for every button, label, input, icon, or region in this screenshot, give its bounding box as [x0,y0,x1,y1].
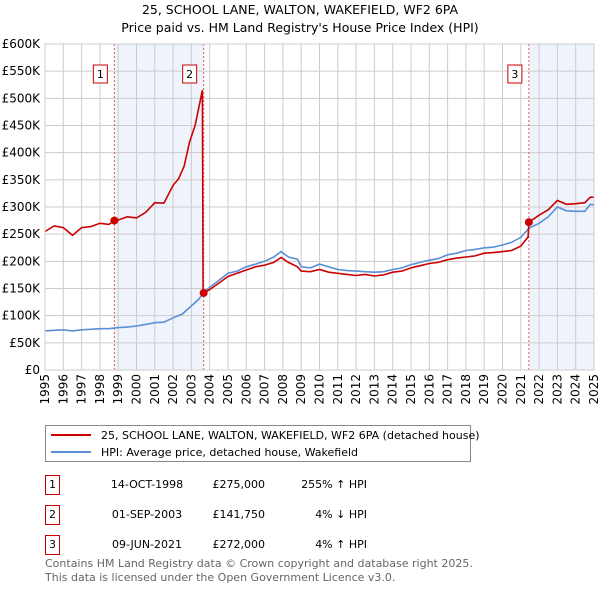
transaction-date: 14-OCT-1998 [110,478,184,491]
transaction-price: £272,000 [212,538,266,551]
y-tick-label: £600K [2,37,42,51]
x-tick-label: 2000 [130,374,144,405]
transaction-hpi-diff: 4% ↑ HPI [315,538,367,551]
legend-swatch-blue [51,451,91,453]
transaction-hpi-diff: 255% ↑ HPI [301,478,367,491]
price-chart: 1995 1996 1997 1998 1999 2000 2001 2002 2003 2004… [2,37,600,405]
transaction-row: 1 14-OCT-1998 £275,000 255% ↑ HPI [45,475,445,495]
x-tick-label: 2005 [221,374,235,405]
sale-point [199,288,208,297]
sale-label: 1 [97,68,104,81]
x-tick-label: 2002 [166,374,180,405]
x-tick-label: 2001 [148,374,162,405]
y-tick-label: £50K [9,336,41,350]
x-tick-label: 2011 [331,374,345,405]
marker-badge: 1 [45,475,60,495]
x-tick-label: 2013 [367,374,381,405]
sale-label: 3 [511,68,518,81]
hpi-line [44,203,595,332]
y-tick-label: £550K [2,64,42,78]
legend: 25, SCHOOL LANE, WALTON, WAKEFIELD, WF2 … [45,425,480,462]
x-tick-label: 2006 [239,374,253,405]
property-price-line [44,90,594,294]
marker-badge: 2 [45,505,60,525]
x-tick-label: 1995 [38,374,52,405]
y-tick-label: £150K [2,282,42,296]
y-tick-label: £100K [2,309,42,323]
legend-swatch-red [51,434,91,436]
x-tick-label: 2007 [258,374,272,405]
sale-label: 2 [186,68,193,81]
x-tick-label: 2018 [459,374,473,405]
sale-label-box [92,64,108,84]
x-tick-label: 2012 [349,374,363,405]
legend-item-property: 25, SCHOOL LANE, WALTON, WAKEFIELD, WF2 … [51,428,480,442]
plot-frame [44,43,595,371]
y-tick-label: £400K [2,146,42,160]
y-tick-label: £200K [2,254,42,268]
transaction-date: 01-SEP-2003 [111,508,183,521]
transaction-row: 3 09-JUN-2021 £272,000 4% ↑ HPI [45,535,445,555]
x-tick-label: 2010 [313,374,327,405]
transaction-row: 2 01-SEP-2003 £141,750 4% ↓ HPI [45,505,445,525]
y-tick-label: £450K [2,119,42,133]
x-tick-label: 1996 [56,374,70,405]
x-tick-label: 2022 [532,374,546,405]
y-tick-label: £350K [2,173,42,187]
transaction-price: £275,000 [212,478,266,491]
footer-line-2: This data is licensed under the Open Gov… [45,571,396,584]
x-tick-label: 2019 [477,374,491,405]
transaction-hpi-diff: 4% ↓ HPI [315,508,367,521]
x-tick-label: 1997 [75,374,89,405]
legend-item-hpi: HPI: Average price, detached house, Wake… [51,445,358,459]
legend-label: 25, SCHOOL LANE, WALTON, WAKEFIELD, WF2 … [101,428,480,442]
marker-badge: 3 [45,535,60,555]
transaction-date: 09-JUN-2021 [111,538,183,551]
x-tick-label: 1999 [111,374,125,405]
sale-label-box [182,64,198,84]
sale-label-box [507,64,523,84]
sale-point [110,216,119,225]
legend-label: HPI: Average price, detached house, Wake… [101,445,359,459]
footer-line-1: Contains HM Land Registry data © Crown c… [45,557,473,570]
x-tick-label: 2015 [404,374,418,405]
y-tick-label: £300K [2,200,42,214]
x-tick-label: 2016 [422,374,436,405]
x-tick-label: 2020 [496,374,510,405]
x-tick-label: 2025 [587,374,600,405]
sale-point [524,218,533,227]
x-tick-label: 2023 [550,374,564,405]
x-tick-label: 2009 [294,374,308,405]
y-tick-label: £250K [2,227,42,241]
x-tick-label: 2003 [184,374,198,405]
x-tick-label: 2017 [441,374,455,405]
x-tick-label: 2021 [514,374,528,405]
y-tick-label: £500K [2,91,42,105]
chart-title: 25, SCHOOL LANE, WALTON, WAKEFIELD, WF2 … [141,2,459,17]
chart-subtitle: Price paid vs. HM Land Registry's House … [121,20,479,35]
x-tick-label: 2004 [203,374,217,405]
x-tick-label: 2024 [569,374,583,405]
transaction-price: £141,750 [212,508,266,521]
x-tick-label: 1998 [93,374,107,405]
footer: Contains HM Land Registry data © Crown c… [45,557,473,585]
y-tick-label: £0 [25,363,40,377]
x-tick-label: 2008 [276,374,290,405]
x-tick-label: 2014 [386,374,400,405]
